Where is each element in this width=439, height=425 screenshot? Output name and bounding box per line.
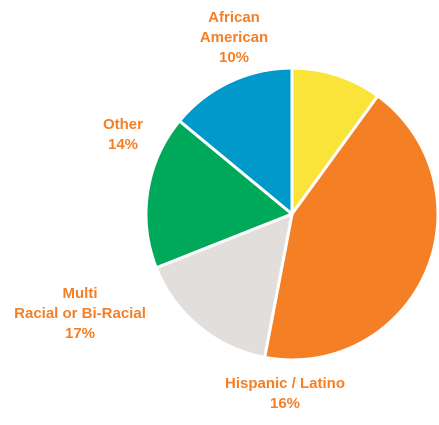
pie-category-label: Hispanic / Latino bbox=[225, 375, 345, 392]
pie-value-label: 14% bbox=[108, 136, 138, 153]
pie-slice-hispanic-latino bbox=[154, 212, 294, 359]
pie-label-multi-racial-or-bi-racial: Multi Racial or Bi-Racial 17% bbox=[14, 285, 146, 342]
pie-slice-african-american bbox=[290, 66, 380, 216]
pie-value-label: 10% bbox=[219, 49, 249, 66]
pie-value-label: 17% bbox=[65, 325, 95, 342]
pie-slice-multi-racial-or-bi-racial bbox=[144, 119, 294, 270]
pie-labels: African American 10% Hispanic / Latino 16% Mu… bbox=[14, 9, 345, 412]
pie-label-african-american: African American 10% bbox=[200, 9, 268, 66]
pie-value-label: 16% bbox=[270, 395, 300, 412]
pie-label-hispanic-latino: Hispanic / Latino 16% bbox=[225, 375, 345, 412]
pie-category-label: Other bbox=[103, 116, 143, 133]
pie-slice-other bbox=[178, 66, 294, 216]
pie-slice-unlabeled bbox=[263, 94, 439, 362]
pie-slices bbox=[144, 66, 439, 362]
pie-category-label: Multi bbox=[63, 285, 98, 302]
pie-label-other: Other 14% bbox=[103, 116, 143, 153]
pie-category-label: African bbox=[208, 9, 260, 26]
pie-category-label: Racial or Bi-Racial bbox=[14, 305, 146, 322]
pie-category-label: American bbox=[200, 29, 268, 46]
